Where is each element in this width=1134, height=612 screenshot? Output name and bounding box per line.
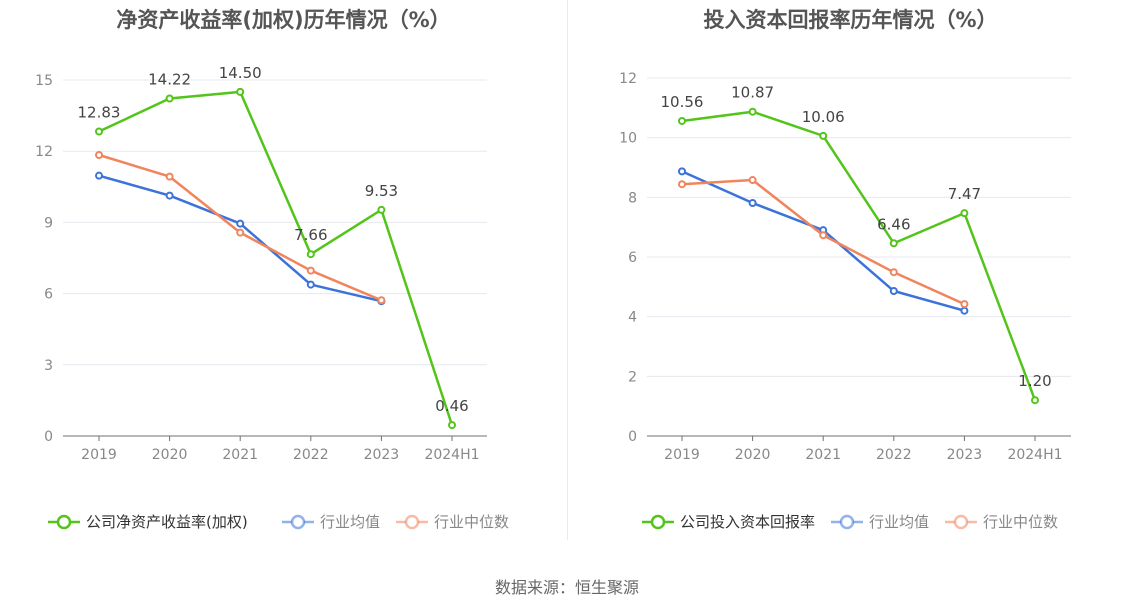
x-tick-label: 2024H1	[1007, 447, 1062, 463]
legend-swatch-marker	[953, 514, 969, 530]
legend-label: 行业均值	[869, 513, 929, 531]
y-tick-label: 2	[628, 369, 637, 385]
y-tick-label: 0	[628, 429, 637, 445]
y-tick-label: 10	[619, 131, 637, 147]
data-point	[236, 228, 245, 237]
roe-chart-title: 净资产收益率(加权)历年情况（%）	[116, 8, 451, 32]
y-tick-label: 15	[35, 73, 53, 89]
x-tick-label: 2021	[805, 447, 841, 463]
data-label: 10.56	[661, 93, 704, 111]
data-point	[306, 250, 315, 259]
x-tick-label: 2024H1	[424, 447, 479, 463]
legend-swatch-marker	[650, 514, 666, 530]
y-tick-label: 3	[44, 358, 53, 374]
x-tick-label: 2023	[947, 447, 983, 463]
legend-swatch-marker	[839, 514, 855, 530]
panel-divider	[567, 0, 568, 540]
roic-line-chart: 0 2 4 6 8 10 12 2019 2020 2021 2022 2023 2024H1 10.56…	[619, 71, 1071, 531]
x-tick-label: 2022	[293, 447, 329, 463]
data-label: 14.22	[148, 71, 191, 89]
data-point	[819, 231, 828, 240]
legend-label: 公司投入资本回报率	[680, 513, 815, 531]
y-tick-label: 12	[619, 71, 637, 87]
series-line-2	[681, 178, 965, 306]
legend-label: 行业中位数	[434, 513, 509, 531]
y-tick-label: 0	[44, 429, 53, 445]
data-point	[448, 421, 456, 430]
roe-chart-panel: 净资产收益率(加权)历年情况（%） 0 3 6 9 12 15 2019 2020 2021 20…	[0, 0, 567, 560]
data-point	[236, 87, 245, 96]
x-tick-label: 2019	[664, 447, 700, 463]
data-point	[95, 150, 103, 159]
roic-chart-panel: 投入资本回报率历年情况（%） 0 2 4 6 8 10 12 2019 2020 2021 2022…	[567, 0, 1134, 560]
data-label: 9.53	[365, 182, 398, 200]
y-tick-label: 6	[44, 287, 53, 303]
y-tick-label: 9	[44, 215, 53, 231]
data-point	[960, 300, 969, 309]
data-point	[889, 287, 898, 296]
x-tick-label: 2020	[735, 447, 771, 463]
roic-chart-title: 投入资本回报率历年情况（%）	[703, 8, 998, 32]
data-point	[960, 209, 969, 218]
series-line-0	[98, 90, 454, 426]
data-label: 7.66	[294, 226, 327, 244]
data-point	[960, 306, 969, 315]
data-label: 7.47	[948, 185, 981, 203]
data-point	[678, 167, 686, 176]
x-tick-label: 2020	[152, 447, 188, 463]
data-point	[678, 116, 686, 125]
data-label: 12.83	[78, 104, 121, 122]
roe-line-chart: 0 3 6 9 12 15 2019 2020 2021 2022 2023 2024H1 12.83 1…	[35, 64, 509, 531]
legend-swatch-marker	[404, 514, 420, 530]
data-point	[236, 219, 245, 228]
data-point	[889, 239, 898, 248]
data-label: 10.87	[731, 84, 774, 102]
data-source-note: 数据来源：恒生聚源	[494, 578, 639, 597]
data-point	[819, 131, 828, 140]
y-tick-label: 12	[35, 144, 53, 160]
legend-label: 行业均值	[320, 513, 380, 531]
data-point	[165, 94, 174, 103]
data-label: 0.46	[435, 397, 468, 415]
legend-swatch-marker	[290, 514, 306, 530]
legend-label: 公司净资产收益率(加权)	[86, 513, 248, 531]
data-point	[748, 176, 757, 185]
data-point	[377, 205, 386, 214]
data-label: 1.20	[1018, 372, 1051, 390]
data-point	[306, 280, 315, 289]
data-point	[678, 180, 686, 189]
y-tick-label: 6	[628, 250, 637, 266]
data-point	[748, 199, 757, 208]
series-line-1	[681, 170, 965, 312]
legend-label: 行业中位数	[983, 513, 1058, 531]
data-point	[95, 171, 103, 180]
data-point	[748, 107, 757, 116]
data-label: 10.06	[802, 108, 845, 126]
data-point	[1031, 396, 1039, 405]
x-tick-label: 2022	[876, 447, 912, 463]
x-tick-label: 2021	[222, 447, 258, 463]
series-line-0	[681, 110, 1037, 401]
series-line-2	[98, 153, 382, 302]
data-point	[95, 127, 103, 136]
x-tick-label: 2023	[364, 447, 400, 463]
y-tick-label: 8	[628, 190, 637, 206]
data-label: 14.50	[219, 64, 262, 82]
data-point	[377, 296, 386, 305]
data-point	[165, 172, 174, 181]
data-point	[306, 266, 315, 275]
x-tick-label: 2019	[81, 447, 117, 463]
data-label: 6.46	[877, 215, 910, 233]
data-point	[889, 268, 898, 277]
y-tick-label: 4	[628, 310, 637, 326]
legend-swatch-marker	[56, 514, 72, 530]
data-point	[165, 191, 174, 200]
